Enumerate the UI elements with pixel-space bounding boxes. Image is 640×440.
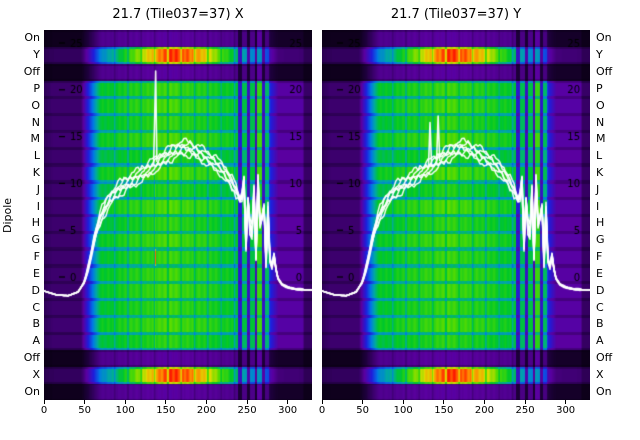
x-tick-mark bbox=[165, 400, 167, 404]
x-tick-label: 300 bbox=[278, 405, 298, 416]
dipole-label-left: O bbox=[31, 98, 40, 112]
x-tick-mark bbox=[124, 400, 126, 404]
x-tick-label: 200 bbox=[196, 405, 216, 416]
dipole-label-left: On bbox=[24, 384, 40, 398]
dipole-label-left: Off bbox=[23, 65, 40, 79]
x-tick-mark bbox=[402, 400, 404, 404]
dipole-label-right: M bbox=[596, 132, 606, 146]
heatmap-panel-y-canvas bbox=[322, 30, 590, 400]
dipole-label-right: X bbox=[596, 367, 604, 381]
x-tick-mark bbox=[362, 400, 364, 404]
x-tick-mark bbox=[483, 400, 485, 404]
x-tick-mark bbox=[84, 400, 86, 404]
dipole-label-right: I bbox=[596, 199, 600, 213]
dipole-label-left: G bbox=[31, 233, 40, 247]
dipole-label-right: D bbox=[596, 283, 605, 297]
dipole-label-left: N bbox=[31, 115, 40, 129]
dipole-label-left: On bbox=[24, 31, 40, 45]
panel-y-title: 21.7 (Tile037=37) Y bbox=[390, 7, 522, 22]
x-tick-label: 0 bbox=[318, 405, 326, 416]
dipole-label-right: L bbox=[596, 149, 603, 163]
dipole-label-right: E bbox=[596, 266, 603, 280]
dipole-label-right: A bbox=[596, 334, 604, 348]
dipole-label-left: B bbox=[32, 317, 40, 331]
x-tick-label: 100 bbox=[115, 405, 135, 416]
dipole-label-left: F bbox=[33, 250, 40, 264]
dipole-label-left: Y bbox=[33, 48, 40, 62]
dipole-label-left: M bbox=[30, 132, 41, 146]
dipole-label-right: O bbox=[596, 98, 605, 112]
x-tick-label: 300 bbox=[556, 405, 576, 416]
x-tick-mark bbox=[43, 400, 45, 404]
dipole-label-left: P bbox=[33, 81, 40, 95]
heatmap-panel-x-canvas bbox=[44, 30, 312, 400]
dipole-label-right: On bbox=[596, 31, 612, 45]
dipole-label-left: D bbox=[31, 283, 40, 297]
dipole-label-left: I bbox=[36, 199, 40, 213]
dipole-label-left: H bbox=[31, 216, 40, 230]
dipole-label-right: F bbox=[596, 250, 603, 264]
dipole-label-right: Off bbox=[596, 65, 613, 79]
x-tick-mark bbox=[524, 400, 526, 404]
dipole-label-right: K bbox=[596, 165, 604, 179]
dipole-label-right: On bbox=[596, 384, 612, 398]
dipole-label-left: K bbox=[32, 165, 40, 179]
x-tick-label: 150 bbox=[156, 405, 176, 416]
dipole-label-right: J bbox=[596, 182, 600, 196]
dipole-label-left: A bbox=[32, 334, 40, 348]
x-tick-label: 250 bbox=[237, 405, 257, 416]
x-tick-mark bbox=[321, 400, 323, 404]
panel-x-title: 21.7 (Tile037=37) X bbox=[112, 7, 244, 22]
x-tick-label: 100 bbox=[393, 405, 413, 416]
x-tick-label: 50 bbox=[78, 405, 91, 416]
dipole-label-left: L bbox=[33, 149, 40, 163]
x-tick-label: 200 bbox=[474, 405, 494, 416]
dipole-label-right: H bbox=[596, 216, 605, 230]
x-tick-mark bbox=[246, 400, 248, 404]
dipole-label-left: E bbox=[33, 266, 40, 280]
dipole-label-left: C bbox=[32, 300, 40, 314]
panel-x: 21.7 (Tile037=37) X bbox=[44, 7, 312, 400]
dipole-label-right: B bbox=[596, 317, 604, 331]
x-tick-label: 0 bbox=[40, 405, 48, 416]
dipole-label-right: G bbox=[596, 233, 605, 247]
x-tick-label: 50 bbox=[356, 405, 369, 416]
dipole-label-right: N bbox=[596, 115, 605, 129]
dipole-label-left: Off bbox=[23, 350, 40, 364]
dipole-label-left: X bbox=[32, 367, 40, 381]
x-tick-mark bbox=[565, 400, 567, 404]
y-axis-label: Dipole bbox=[1, 197, 14, 233]
x-tick-mark bbox=[287, 400, 289, 404]
dipole-label-right: P bbox=[596, 81, 603, 95]
dipole-label-right: C bbox=[596, 300, 604, 314]
panel-y: 21.7 (Tile037=37) Y bbox=[322, 7, 590, 400]
dipole-label-left: J bbox=[36, 182, 40, 196]
x-tick-mark bbox=[443, 400, 445, 404]
dipole-label-right: Y bbox=[596, 48, 603, 62]
x-tick-mark bbox=[205, 400, 207, 404]
x-tick-label: 150 bbox=[434, 405, 454, 416]
dipole-label-right: Off bbox=[596, 350, 613, 364]
x-tick-label: 250 bbox=[515, 405, 535, 416]
